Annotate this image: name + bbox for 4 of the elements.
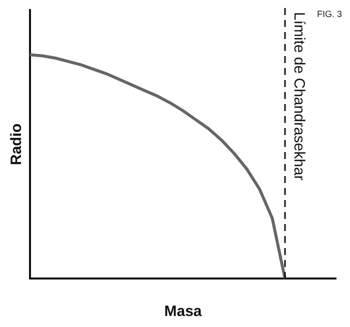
y-axis-title: Radio	[8, 123, 26, 166]
x-axis-title: Masa	[164, 303, 202, 320]
caption: FIG. 3	[316, 8, 342, 19]
text: Límite de Chandrasekhar	[290, 12, 308, 180]
